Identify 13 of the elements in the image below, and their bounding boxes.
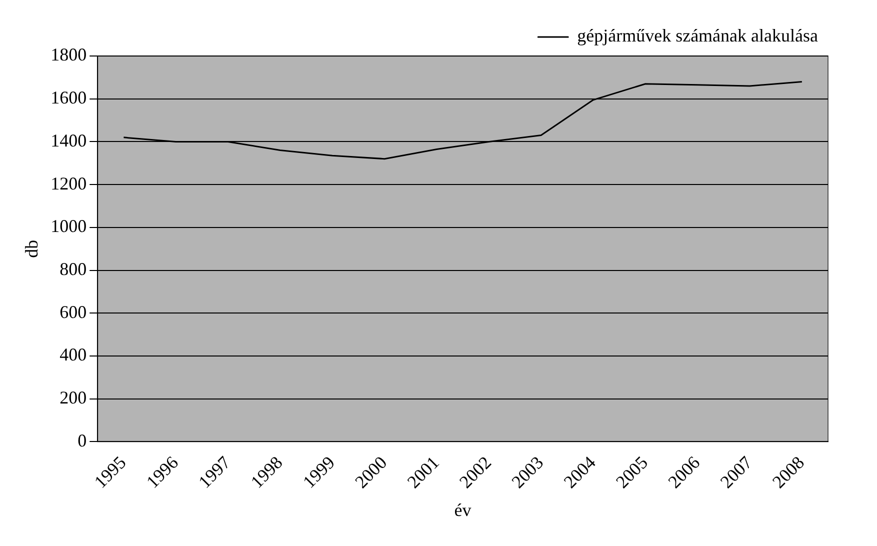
x-axis-title: év — [454, 500, 472, 520]
y-tick-label: 1000 — [50, 216, 87, 236]
y-tick-label: 400 — [60, 344, 87, 365]
y-tick-label: 600 — [60, 302, 87, 322]
legend-label: gépjárművek számának alakulása — [577, 26, 818, 46]
y-tick-label: 800 — [60, 258, 87, 279]
y-tick-label: 1400 — [50, 130, 87, 150]
y-tick-label: 1200 — [50, 173, 87, 194]
y-tick-label: 0 — [78, 430, 87, 450]
y-tick-label: 1600 — [50, 88, 87, 108]
y-tick-label: 1800 — [50, 44, 87, 65]
y-axis-title: db — [22, 240, 42, 258]
y-tick-label: 200 — [60, 388, 87, 408]
